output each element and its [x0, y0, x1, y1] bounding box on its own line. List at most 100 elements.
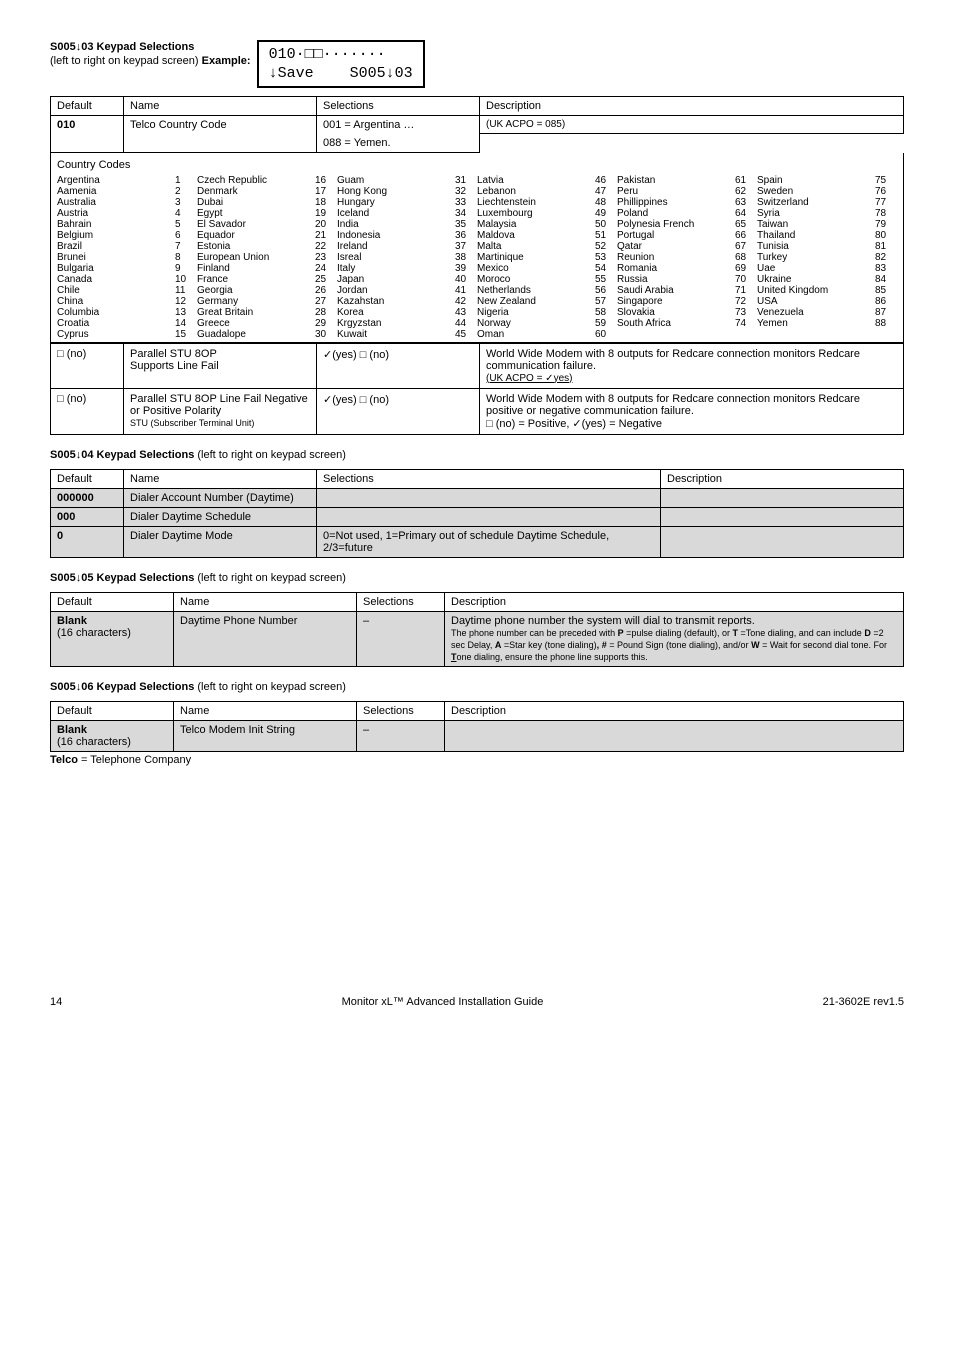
country-row: Iceland34 [337, 208, 477, 219]
country-row: Malaysia50 [477, 219, 617, 230]
country-row: Bulgaria9 [57, 263, 197, 274]
country-row: New Zealand57 [477, 296, 617, 307]
country-row: Poland64 [617, 208, 757, 219]
country-row: France25 [197, 274, 337, 285]
sec06-header: S005↓06 Keypad Selections (left to right… [50, 681, 904, 693]
country-row: Latvia46 [477, 175, 617, 186]
country-row: Turkey82 [757, 252, 897, 263]
country-row: Italy39 [337, 263, 477, 274]
col-default: Default [51, 96, 124, 115]
page-number: 14 [50, 996, 62, 1008]
lcd-example: 010·□□······· ↓Save S005↓03 [257, 40, 425, 88]
country-row: Martinique53 [477, 252, 617, 263]
country-row: Finland24 [197, 263, 337, 274]
country-codes: Country Codes Argentina1Aamenia2Australi… [50, 153, 904, 343]
country-row: Czech Republic16 [197, 175, 337, 186]
country-row: Austria4 [57, 208, 197, 219]
country-row: Liechtenstein48 [477, 197, 617, 208]
country-row: Georgia26 [197, 285, 337, 296]
country-row: Denmark17 [197, 186, 337, 197]
country-row: Tunisia81 [757, 241, 897, 252]
country-row: Phillippines63 [617, 197, 757, 208]
country-row: Switzerland77 [757, 197, 897, 208]
country-row: Portugal66 [617, 230, 757, 241]
country-row: Ireland37 [337, 241, 477, 252]
col-description: Description [480, 96, 904, 115]
country-row: Qatar67 [617, 241, 757, 252]
country-row: Greece29 [197, 318, 337, 329]
country-row: Columbia13 [57, 307, 197, 318]
country-row: Mexico54 [477, 263, 617, 274]
country-row: Romania69 [617, 263, 757, 274]
country-row: Pakistan61 [617, 175, 757, 186]
sec04-header: S005↓04 Keypad Selections (left to right… [50, 449, 904, 461]
country-row: Norway59 [477, 318, 617, 329]
page-footer: 14 Monitor xL™ Advanced Installation Gui… [50, 996, 904, 1008]
country-row: Guadalope30 [197, 329, 337, 340]
country-row: Netherlands56 [477, 285, 617, 296]
country-row: Russia70 [617, 274, 757, 285]
country-row: Polynesia French65 [617, 219, 757, 230]
country-row: Lebanon47 [477, 186, 617, 197]
country-row: Hungary33 [337, 197, 477, 208]
table-wwm: □ (no) Parallel STU 8OPSupports Line Fai… [50, 343, 904, 435]
country-row: Oman60 [477, 329, 617, 340]
country-row: Aamenia2 [57, 186, 197, 197]
wwm2-default: □ (no) [51, 388, 124, 434]
country-row: Indonesia36 [337, 230, 477, 241]
country-row: Kuwait45 [337, 329, 477, 340]
country-row: Cyprus15 [57, 329, 197, 340]
country-row: Krgyzstan44 [337, 318, 477, 329]
wwm1-sel: ✓(yes) □ (no) [317, 343, 480, 388]
col-selections: Selections [317, 96, 480, 115]
country-row: Slovakia73 [617, 307, 757, 318]
country-row: Egypt19 [197, 208, 337, 219]
country-row: Thailand80 [757, 230, 897, 241]
country-row: Uae83 [757, 263, 897, 274]
country-row: Estonia22 [197, 241, 337, 252]
country-row: Spain75 [757, 175, 897, 186]
country-row: Kazahstan42 [337, 296, 477, 307]
wwm1-name: Parallel STU 8OPSupports Line Fail [124, 343, 317, 388]
country-row: Peru62 [617, 186, 757, 197]
country-row: Nigeria58 [477, 307, 617, 318]
header-block: S005↓03 Keypad Selections (left to right… [50, 40, 904, 88]
country-row: Australia3 [57, 197, 197, 208]
country-row: South Africa74 [617, 318, 757, 329]
country-row: Canada10 [57, 274, 197, 285]
country-row: Jordan41 [337, 285, 477, 296]
table-s005-05: Default Name Selections Description Blan… [50, 592, 904, 667]
country-row: Venezuela87 [757, 307, 897, 318]
cell-sel-a: 001 = Argentina … [317, 115, 480, 134]
wwm2-desc: World Wide Modem with 8 outputs for Redc… [480, 388, 904, 434]
country-row: United Kingdom85 [757, 285, 897, 296]
country-row: Singapore72 [617, 296, 757, 307]
country-row: Reunion68 [617, 252, 757, 263]
wwm2-name: Parallel STU 8OP Line Fail Negative or P… [124, 388, 317, 434]
country-row: El Savador20 [197, 219, 337, 230]
country-row: Bahrain5 [57, 219, 197, 230]
country-row: Korea43 [337, 307, 477, 318]
table-s005-03: Default Name Selections Description 010 … [50, 96, 904, 153]
country-row: Sweden76 [757, 186, 897, 197]
wwm1-default: □ (no) [51, 343, 124, 388]
cell-sel-b: 088 = Yemen. [317, 134, 480, 153]
country-row: Luxembourg49 [477, 208, 617, 219]
country-row: Argentina1 [57, 175, 197, 186]
cell-default: 010 [51, 115, 124, 152]
country-row: Syria78 [757, 208, 897, 219]
country-row: Taiwan79 [757, 219, 897, 230]
country-row: Japan40 [337, 274, 477, 285]
doc-title: Monitor xL™ Advanced Installation Guide [342, 996, 544, 1008]
doc-rev: 21-3602E rev1.5 [823, 996, 904, 1008]
country-row: Saudi Arabia71 [617, 285, 757, 296]
country-row: Belgium6 [57, 230, 197, 241]
country-row: Ukraine84 [757, 274, 897, 285]
country-row: European Union23 [197, 252, 337, 263]
country-row: Isreal38 [337, 252, 477, 263]
cell-name: Telco Country Code [124, 115, 317, 152]
country-row: Malta52 [477, 241, 617, 252]
country-row: India35 [337, 219, 477, 230]
col-name: Name [124, 96, 317, 115]
header-left: S005↓03 Keypad Selections (left to right… [50, 40, 251, 69]
